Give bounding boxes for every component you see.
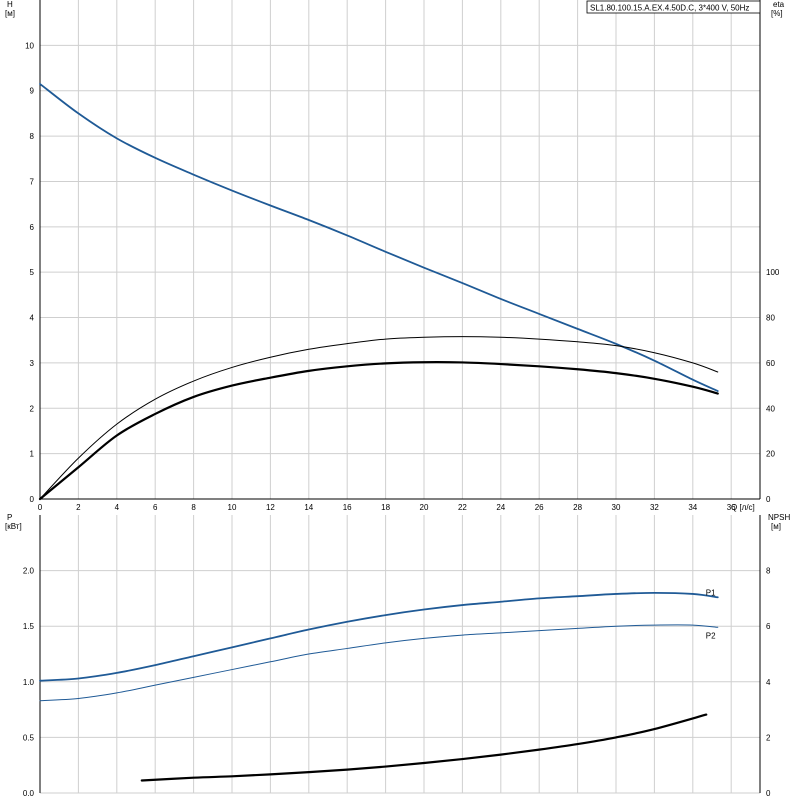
x-tick-label: 8 bbox=[191, 503, 196, 512]
x-tick-label: 10 bbox=[228, 503, 237, 512]
y-tick-label-p: 1.0 bbox=[23, 678, 35, 687]
x-tick-label: 18 bbox=[381, 503, 390, 512]
y-tick-label-p: 0.0 bbox=[23, 789, 35, 798]
x-tick-label: 20 bbox=[420, 503, 429, 512]
y-tick-label-eta: 40 bbox=[766, 404, 775, 413]
y-tick-label-npsh: 6 bbox=[766, 622, 771, 631]
y-tick-label-p: 0.5 bbox=[23, 733, 35, 742]
y-tick-label-h: 6 bbox=[30, 223, 35, 232]
npsh-axis-name: NPSH bbox=[768, 513, 790, 522]
y-tick-label-h: 7 bbox=[30, 177, 35, 186]
chart-title-box: SL1.80.100.15.A.EX.4.50D.C, 3*400 V, 50H… bbox=[586, 0, 761, 14]
x-tick-label: 12 bbox=[266, 503, 275, 512]
x-tick-label: 34 bbox=[688, 503, 697, 512]
y-tick-label-h: 9 bbox=[30, 87, 35, 96]
y-tick-label-h: 0 bbox=[30, 495, 35, 504]
x-tick-label: 6 bbox=[153, 503, 158, 512]
power-p2-curve bbox=[39, 624, 719, 702]
x-tick-label: 0 bbox=[38, 503, 43, 512]
npsh-axis-unit: [м] bbox=[771, 522, 781, 531]
p-axis-unit: [кВт] bbox=[5, 522, 22, 531]
x-tick-label: 30 bbox=[612, 503, 621, 512]
x-tick-label: 24 bbox=[496, 503, 505, 512]
y-tick-label-h: 5 bbox=[30, 268, 35, 277]
h-axis-unit: [м] bbox=[5, 9, 15, 18]
y-tick-label-eta: 0 bbox=[766, 495, 771, 504]
series-label-p2: P2 bbox=[706, 631, 716, 640]
y-tick-label-h: 3 bbox=[30, 359, 35, 368]
x-axis-label: Q [л/с] bbox=[731, 503, 755, 512]
y-tick-label-eta: 80 bbox=[766, 314, 775, 323]
x-tick-label: 36 bbox=[727, 503, 736, 512]
y-tick-label-npsh: 8 bbox=[766, 567, 771, 576]
y-tick-label-eta: 100 bbox=[766, 268, 780, 277]
power-p1-curve bbox=[39, 591, 719, 682]
y-tick-label-h: 4 bbox=[30, 314, 35, 323]
x-tick-label: 28 bbox=[573, 503, 582, 512]
eta-axis-unit: [%] bbox=[771, 9, 783, 18]
x-tick-label: 16 bbox=[343, 503, 352, 512]
x-tick-label: 14 bbox=[304, 503, 313, 512]
chart-title: SL1.80.100.15.A.EX.4.50D.C, 3*400 V, 50H… bbox=[590, 4, 749, 13]
h-axis-name: H bbox=[7, 0, 13, 9]
eta-axis-name: eta bbox=[773, 0, 785, 9]
y-tick-label-h: 10 bbox=[25, 41, 34, 50]
grid-layer bbox=[40, 0, 760, 794]
npsh-curve bbox=[140, 713, 708, 782]
y-tick-label-h: 2 bbox=[30, 404, 35, 413]
axis-layer bbox=[39, 0, 761, 793]
curve-layer bbox=[38, 83, 719, 782]
x-tick-label: 26 bbox=[535, 503, 544, 512]
y-tick-label-eta: 60 bbox=[766, 359, 775, 368]
head-curve bbox=[39, 83, 719, 392]
series-label-p1: P1 bbox=[706, 588, 716, 597]
y-tick-label-h: 8 bbox=[30, 132, 35, 141]
x-tick-label: 32 bbox=[650, 503, 659, 512]
y-tick-label-eta: 20 bbox=[766, 450, 775, 459]
x-tick-label: 22 bbox=[458, 503, 467, 512]
x-tick-label: 4 bbox=[115, 503, 120, 512]
efficiency-curve-thin bbox=[39, 336, 719, 500]
y-tick-label-npsh: 4 bbox=[766, 678, 771, 687]
x-tick-label: 2 bbox=[76, 503, 81, 512]
y-tick-label-h: 1 bbox=[30, 450, 35, 459]
y-tick-label-p: 1.5 bbox=[23, 622, 35, 631]
y-tick-label-p: 2.0 bbox=[23, 567, 35, 576]
efficiency-curve-thick bbox=[38, 361, 719, 501]
y-tick-label-npsh: 0 bbox=[766, 789, 771, 798]
y-tick-label-npsh: 2 bbox=[766, 733, 771, 742]
p-axis-name: P bbox=[7, 513, 12, 522]
